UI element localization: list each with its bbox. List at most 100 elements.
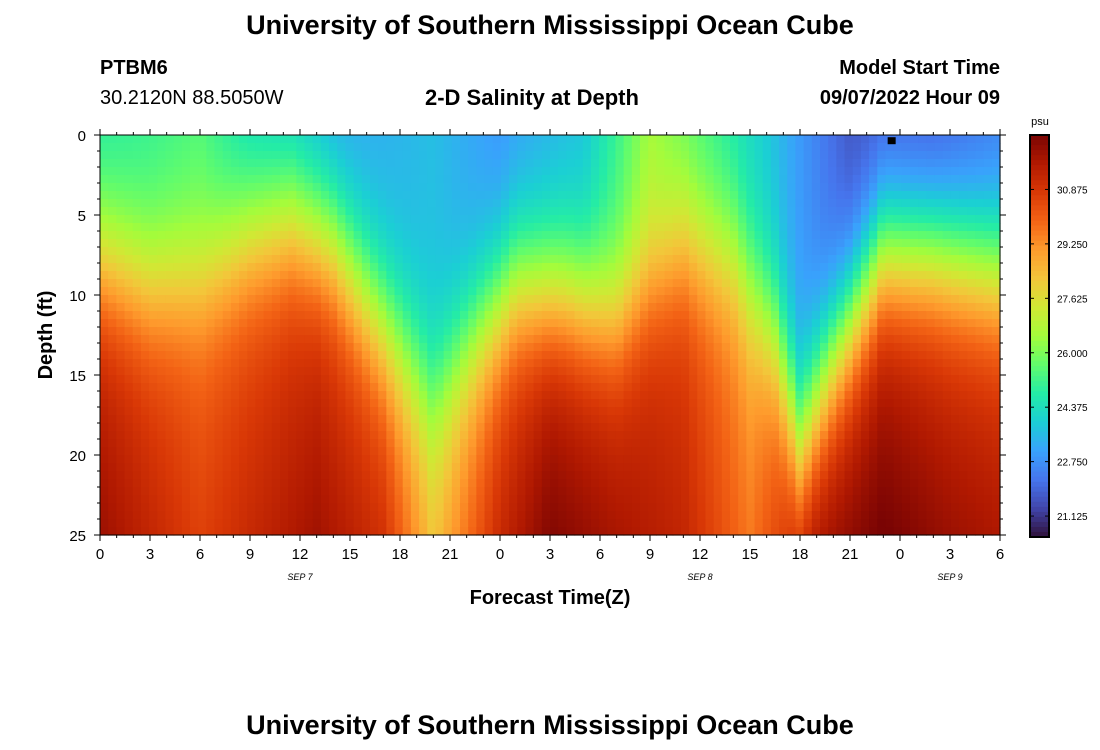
heatmap-cell — [607, 295, 617, 304]
heatmap-cell — [631, 231, 641, 240]
heatmap-cell — [337, 239, 347, 248]
heatmap-cell — [582, 303, 592, 312]
heatmap-cell — [566, 375, 576, 384]
heatmap-cell — [386, 455, 396, 464]
heatmap-cell — [517, 479, 527, 488]
heatmap-cell — [697, 455, 707, 464]
heatmap-cell — [615, 431, 625, 440]
heatmap-cell — [140, 431, 150, 440]
heatmap-cell — [410, 495, 420, 504]
heatmap-cell — [631, 407, 641, 416]
heatmap-cell — [550, 327, 559, 336]
heatmap-cell — [435, 375, 445, 384]
heatmap-cell — [550, 175, 559, 184]
heatmap-cell — [566, 303, 576, 312]
heatmap-cell — [312, 143, 322, 152]
heatmap-cell — [844, 143, 854, 152]
heatmap-cell — [525, 375, 535, 384]
heatmap-cell — [402, 327, 412, 336]
heatmap-cell — [754, 247, 764, 256]
heatmap-cell — [410, 375, 420, 384]
heatmap-cell — [509, 359, 518, 368]
heatmap-cell — [157, 199, 167, 208]
heatmap-cell — [885, 287, 895, 296]
heatmap-cell — [852, 399, 862, 408]
heatmap-cell — [590, 199, 600, 208]
heatmap-cell — [803, 271, 813, 280]
heatmap-cell — [255, 471, 265, 480]
heatmap-cell — [730, 295, 739, 304]
heatmap-cell — [525, 495, 535, 504]
heatmap-cell — [443, 391, 453, 400]
heatmap-cell — [116, 135, 126, 144]
heatmap-cell — [247, 455, 257, 464]
heatmap-cell — [901, 319, 911, 328]
heatmap-cell — [631, 207, 641, 216]
heatmap-cell — [631, 479, 641, 488]
heatmap-cell — [247, 199, 257, 208]
heatmap-cell — [615, 159, 625, 168]
heatmap-cell — [648, 287, 657, 296]
heatmap-cell — [402, 495, 412, 504]
heatmap-cell — [165, 359, 175, 368]
heatmap-cell — [762, 175, 772, 184]
heatmap-cell — [132, 367, 142, 376]
heatmap-cell — [460, 199, 469, 208]
heatmap-cell — [500, 319, 510, 328]
heatmap-cell — [468, 471, 477, 480]
heatmap-cell — [353, 367, 363, 376]
heatmap-cell — [631, 367, 641, 376]
heatmap-cell — [132, 263, 142, 272]
heatmap-cell — [337, 135, 347, 144]
heatmap-cell — [860, 223, 870, 232]
heatmap-cell — [394, 327, 404, 336]
heatmap-cell — [648, 503, 657, 512]
heatmap-cell — [157, 175, 167, 184]
heatmap-cell — [402, 191, 412, 200]
heatmap-cell — [779, 479, 788, 488]
heatmap-cell — [361, 415, 371, 424]
heatmap-cell — [173, 487, 183, 496]
heatmap-cell — [893, 391, 903, 400]
heatmap-cell — [337, 375, 347, 384]
heatmap-cell — [770, 215, 780, 224]
heatmap-cell — [255, 151, 265, 160]
heatmap-cell — [288, 447, 297, 456]
heatmap-cell — [492, 295, 502, 304]
heatmap-cell — [198, 407, 207, 416]
heatmap-cell — [664, 455, 674, 464]
heatmap-cell — [460, 511, 469, 520]
heatmap-cell — [599, 207, 608, 216]
heatmap-cell — [558, 151, 567, 160]
heatmap-cell — [500, 271, 510, 280]
heatmap-cell — [550, 135, 559, 144]
heatmap-cell — [386, 151, 396, 160]
heatmap-cell — [165, 327, 175, 336]
heatmap-cell — [198, 199, 207, 208]
heatmap-cell — [852, 351, 862, 360]
heatmap-cell — [770, 415, 780, 424]
heatmap-cell — [320, 391, 330, 400]
heatmap-cell — [255, 311, 265, 320]
heatmap-cell — [615, 383, 625, 392]
heatmap-cell — [803, 383, 813, 392]
heatmap-cell — [451, 415, 461, 424]
heatmap-cell — [124, 271, 134, 280]
heatmap-cell — [410, 503, 420, 512]
heatmap-cell — [206, 215, 216, 224]
heatmap-cell — [738, 439, 747, 448]
heatmap-cell — [640, 327, 649, 336]
heatmap-cell — [672, 391, 682, 400]
heatmap-cell — [721, 487, 731, 496]
heatmap-cell — [746, 239, 756, 248]
heatmap-cell — [460, 159, 469, 168]
heatmap-cell — [304, 455, 314, 464]
heatmap-cell — [190, 455, 199, 464]
heatmap-cell — [173, 527, 183, 536]
heatmap-cell — [754, 239, 764, 248]
heatmap-cell — [288, 495, 297, 504]
heatmap-cell — [885, 311, 895, 320]
heatmap-cell — [860, 215, 870, 224]
heatmap-cell — [402, 511, 412, 520]
heatmap-cell — [615, 367, 625, 376]
